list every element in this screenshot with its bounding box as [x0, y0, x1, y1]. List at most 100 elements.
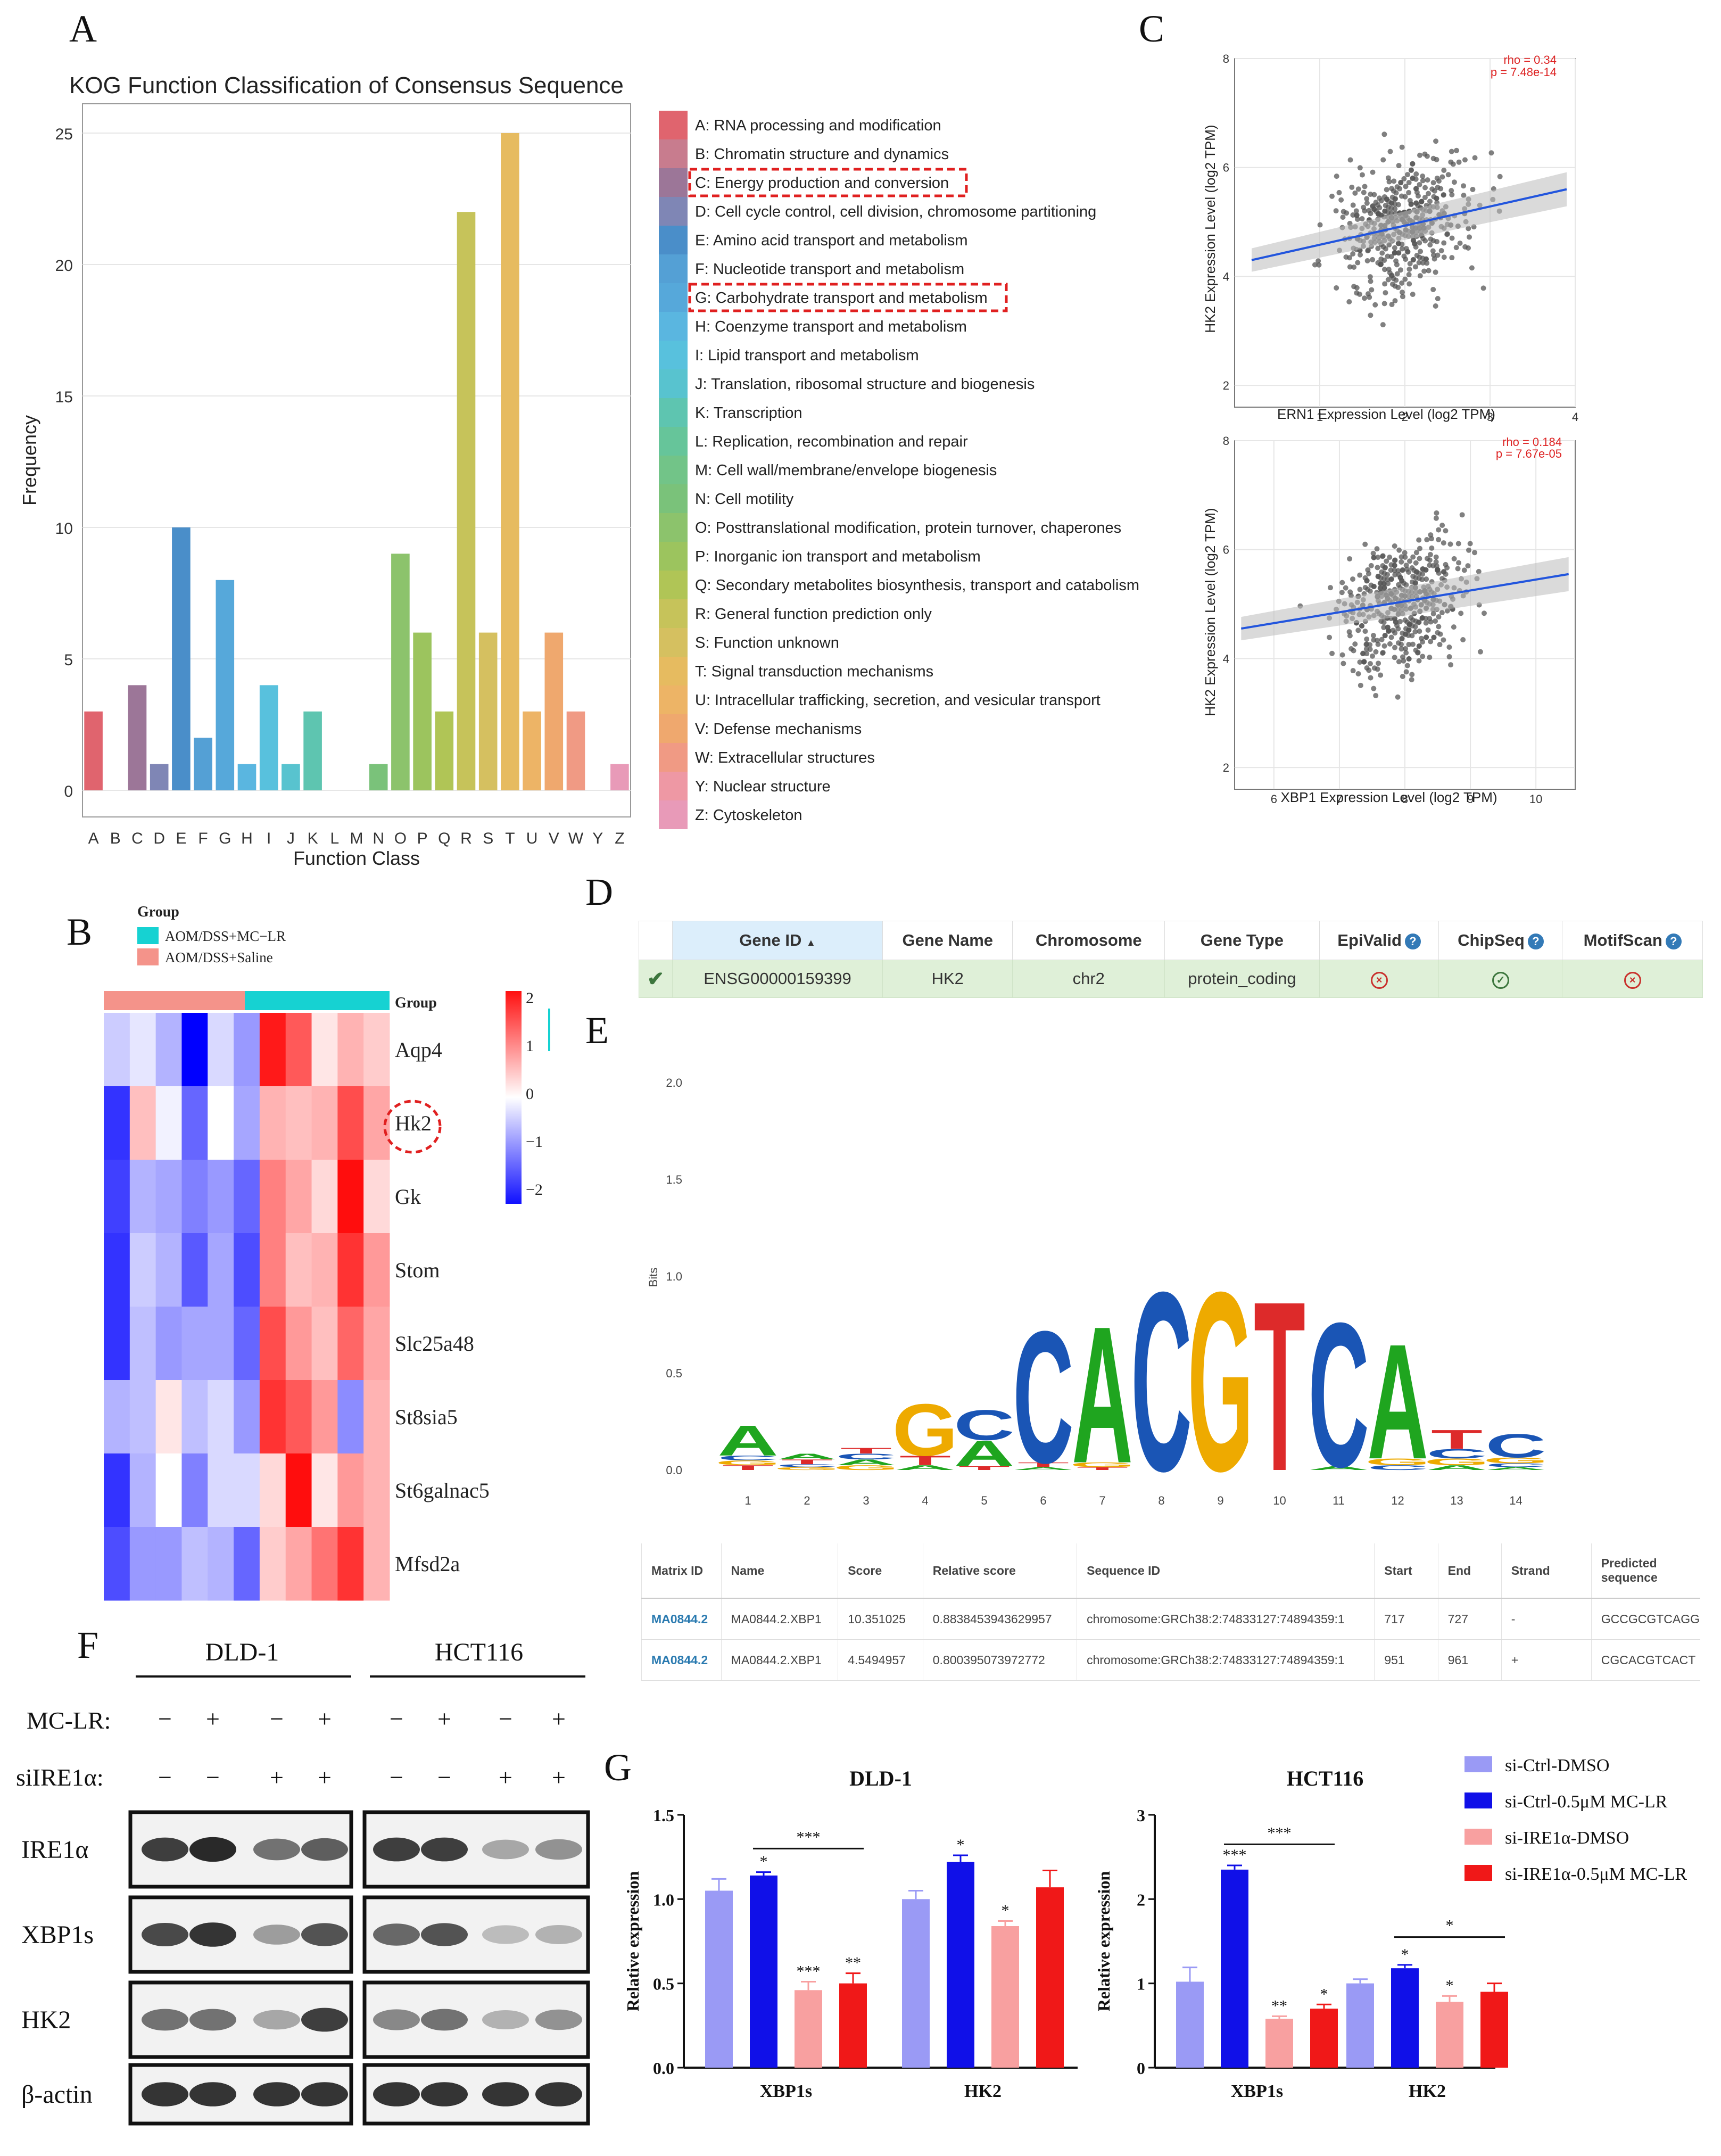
help-icon[interactable]: ?	[1665, 933, 1682, 949]
heatmap-cell	[234, 1160, 260, 1234]
scatter-point	[1384, 187, 1389, 193]
scatter-2-ticks: 6 7 8 9 10 2 4 6 8	[1223, 434, 1543, 806]
motif-header-relative-score[interactable]: Relative score	[922, 1543, 1077, 1599]
wb-band	[253, 2082, 300, 2107]
wb-band	[421, 1923, 468, 1946]
scatter-point	[1374, 546, 1380, 552]
legend-label: Z: Cytoskeleton	[695, 807, 802, 824]
sort-up-icon[interactable]: ▲	[806, 937, 816, 948]
matrix-id-link[interactable]: MA0844.2	[651, 1653, 708, 1667]
scatter-point	[1430, 180, 1436, 186]
motif-header-strand[interactable]: Strand	[1501, 1543, 1592, 1599]
gene-table-header-gene-type[interactable]: Gene Type	[1164, 921, 1320, 960]
bar-j	[282, 764, 300, 790]
motif-cell-matrix-id[interactable]: MA0844.2	[641, 1639, 722, 1681]
scatter-point	[1451, 179, 1457, 185]
help-icon[interactable]: ?	[1404, 933, 1421, 949]
scatter-point	[1444, 231, 1450, 237]
motif-position-label: 6	[1040, 1494, 1046, 1507]
motif-header-score[interactable]: Score	[838, 1543, 923, 1599]
wb-band-rows: IRE1α XBP1s HK2 β-actin	[21, 1810, 590, 2126]
scatter-point	[1412, 264, 1418, 270]
motif-letter-a: A	[1485, 1466, 1546, 1471]
motif-cell-matrix-id[interactable]: MA0844.2	[641, 1598, 722, 1640]
scatter-point	[1343, 585, 1348, 591]
gene-table-row[interactable]: ✔ ENSG00000159399 HK2 chr2 protein_codin…	[639, 960, 1703, 998]
significance-mark: *	[1002, 1902, 1010, 1920]
scatter-point	[1381, 624, 1387, 630]
scatter-point	[1410, 292, 1416, 298]
bar-u	[523, 711, 541, 790]
cell-gene-type: protein_coding	[1164, 960, 1320, 998]
gene-table-header-epivalid[interactable]: EpiValid?	[1319, 921, 1439, 960]
x-tick-label: O	[394, 830, 407, 847]
heatmap-cell	[311, 1013, 338, 1087]
x-tick-label: T	[505, 830, 515, 847]
scatter-point	[1328, 585, 1334, 591]
motif-letter-t: T	[840, 1446, 892, 1455]
scatter-point	[1420, 260, 1426, 266]
significance-mark: *	[957, 1836, 965, 1854]
y-tick-label: 0	[64, 783, 73, 800]
scatter-point	[1417, 240, 1422, 246]
scatter-1-x-label: ERN1 Expression Level (log2 TPM)	[1277, 406, 1495, 422]
scatter-point	[1365, 567, 1371, 573]
motif-position-label: 1	[744, 1494, 751, 1507]
legend-label: N: Cell motility	[695, 491, 794, 508]
motif-letter-g: G	[833, 1464, 899, 1472]
motif-header-name[interactable]: Name	[721, 1543, 838, 1599]
motif-cell-start: 951	[1374, 1639, 1438, 1681]
motif-letter-c: C	[954, 1401, 1015, 1449]
x-tick-label: P	[417, 830, 428, 847]
motif-header-predicted-sequence[interactable]: Predicted sequence	[1591, 1543, 1700, 1599]
bar-i	[259, 685, 278, 790]
x-tick-label: S	[483, 830, 493, 847]
heatmap-cell	[259, 1086, 286, 1160]
scatter-point	[1338, 197, 1344, 203]
motif-header-end[interactable]: End	[1437, 1543, 1502, 1599]
scatter-point	[1379, 637, 1385, 642]
panel-letter-f: F	[77, 1624, 98, 1666]
scatter-point	[1379, 250, 1385, 256]
scatter-point	[1363, 646, 1369, 652]
scatter-point	[1433, 618, 1438, 624]
scatter-point	[1366, 667, 1372, 673]
motif-position-label: 4	[922, 1494, 928, 1507]
motif-y-tick: 0.0	[666, 1464, 682, 1477]
motif-letter-a: A	[1426, 1464, 1487, 1472]
scatter-point	[1399, 635, 1405, 641]
heatmap-cell	[285, 1307, 312, 1381]
motif-letter-c: C	[1013, 1293, 1074, 1503]
heatmap-cell	[337, 1453, 364, 1527]
gene-table-header-motifscan-label: MotifScan	[1583, 931, 1662, 949]
gene-table-header-chromosome[interactable]: Chromosome	[1012, 921, 1165, 960]
motif-header-matrix-id[interactable]: Matrix ID	[641, 1543, 722, 1599]
matrix-id-link[interactable]: MA0844.2	[651, 1612, 708, 1626]
scatter-point	[1429, 545, 1435, 551]
wb-band	[482, 1925, 529, 1944]
scatter-point	[1481, 610, 1487, 616]
scatter-point	[1402, 550, 1408, 556]
gene-table-header-motifscan[interactable]: MotifScan?	[1562, 921, 1703, 960]
gene-table-header-gene-name[interactable]: Gene Name	[882, 921, 1013, 960]
help-icon[interactable]: ?	[1527, 933, 1544, 949]
scatter-point	[1426, 191, 1432, 196]
heatmap-cell	[234, 1086, 260, 1160]
legend-label: P: Inorganic ion transport and metabolis…	[695, 548, 981, 565]
scatter-point	[1362, 208, 1368, 214]
significance-mark: *	[1401, 1946, 1409, 1963]
wb-band-label: IRE1α	[21, 1836, 88, 1864]
gene-table-header-gene-id[interactable]: Gene ID ▲	[672, 921, 883, 960]
gene-table-header-chipseq[interactable]: ChipSeq?	[1438, 921, 1563, 960]
scatter-point	[1402, 554, 1408, 560]
y-tick-label: 4	[1223, 270, 1229, 283]
chart-a-legend: A: RNA processing and modification B: Chr…	[659, 111, 1139, 829]
motif-header-start[interactable]: Start	[1374, 1543, 1438, 1599]
heatmap-gene-label: Aqp4	[395, 1038, 442, 1062]
scatter-point	[1347, 556, 1353, 561]
scatter-point	[1357, 587, 1363, 592]
motif-header-sequence-id[interactable]: Sequence ID	[1077, 1543, 1375, 1599]
gene-table-header-gene-id-label: Gene ID	[739, 931, 802, 949]
panel-e-motif-logo: Bits 0.00.51.01.52.0 1 2 3 4 5 6 7 8 9 10 11 12 13 14…	[647, 1076, 1549, 1524]
